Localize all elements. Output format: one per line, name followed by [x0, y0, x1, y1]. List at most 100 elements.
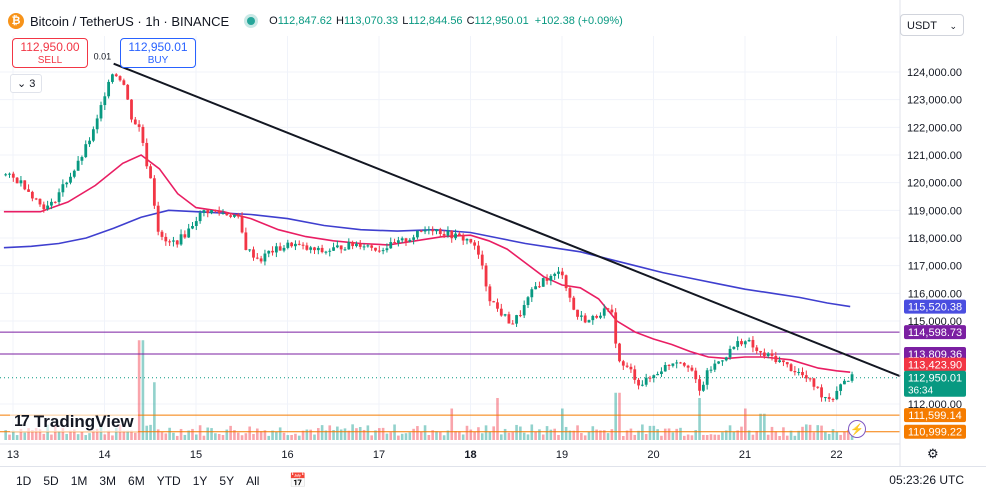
candle-body	[652, 375, 656, 378]
candle-body	[141, 126, 145, 143]
volume-bar	[385, 433, 389, 440]
currency-select[interactable]: USDT ⌄	[900, 14, 964, 36]
price-axis[interactable]: 124,000.00 123,000.00 122,000.00 121,000.00…	[899, 0, 962, 466]
candle-body	[46, 205, 50, 210]
timeframe-5y[interactable]: 5Y	[219, 473, 235, 488]
volume-bar	[755, 430, 759, 440]
candle-body	[614, 312, 618, 344]
volume-bar	[534, 431, 537, 440]
calendar-icon[interactable]: 📅	[289, 472, 307, 488]
sell-button[interactable]: 112,950.00 SELL	[12, 38, 88, 68]
candle-body	[778, 360, 782, 363]
x-tick-label: 14	[98, 449, 110, 461]
volume-bar	[65, 433, 68, 440]
timeframe-1m[interactable]: 1M	[70, 473, 88, 488]
candle-body	[564, 275, 568, 289]
candle-body	[11, 173, 15, 178]
volume-bar	[827, 433, 831, 440]
candle-body	[679, 362, 682, 364]
x-tick-label: 18	[464, 449, 476, 461]
volume-bar	[774, 431, 778, 440]
timeframe-1y[interactable]: 1Y	[192, 473, 208, 488]
candle-body	[313, 247, 316, 251]
candle-body	[19, 180, 23, 184]
price-tag	[904, 357, 966, 372]
timeframe-6m[interactable]: 6M	[128, 473, 145, 488]
volume-bar	[259, 431, 263, 440]
volume-bar	[400, 433, 404, 440]
candle-body	[671, 363, 675, 366]
price-tag	[904, 346, 966, 361]
candle-body	[53, 201, 57, 203]
symbol-title[interactable]: Bitcoin / TetherUS · 1h · BINANCE	[30, 13, 230, 29]
volume-bar	[763, 413, 766, 440]
volume-bar	[229, 425, 232, 440]
volume-bar	[561, 408, 564, 440]
timeframe-ytd[interactable]: YTD	[156, 473, 181, 488]
volume-bar	[362, 429, 366, 440]
volume-bar	[839, 434, 842, 440]
candle-body	[217, 211, 221, 213]
x-tick-label: 16	[281, 449, 293, 461]
candle-body	[198, 212, 202, 222]
lightning-icon[interactable]: ⚡	[848, 420, 866, 438]
time-axis[interactable]: 13 14 15 16 17 18 19 20 21 22	[0, 443, 900, 461]
volume-bar	[812, 432, 816, 440]
price-tag-label: 113,423.90	[908, 360, 962, 372]
volume-bar	[637, 430, 640, 440]
candle-body	[511, 323, 515, 325]
candle-body	[774, 355, 778, 363]
timeframe-all[interactable]: All	[246, 473, 260, 488]
candle-body	[610, 309, 614, 313]
volume-bar	[347, 430, 351, 440]
timeframe-1d[interactable]: 1D	[16, 473, 32, 488]
candle-body	[122, 80, 126, 85]
candle-body	[557, 271, 560, 274]
volume-bar	[538, 429, 541, 440]
candle-body	[339, 245, 343, 250]
timeframe-5d[interactable]: 5D	[43, 473, 59, 488]
candle-body	[179, 234, 183, 245]
clock[interactable]: 05:23:26 UTC	[889, 473, 964, 487]
volume-bar	[675, 428, 678, 440]
volume-bar	[770, 426, 774, 440]
candle-body	[515, 315, 518, 324]
volume-bar	[294, 433, 297, 440]
candle-body	[724, 357, 728, 361]
candle-body	[290, 242, 294, 247]
volume-bar	[690, 435, 694, 440]
indicators-toggle[interactable]: ⌄ 3	[10, 74, 43, 93]
volume-bar	[389, 432, 393, 440]
candle-body	[408, 239, 412, 242]
volume-bar	[370, 435, 373, 440]
candle-body	[233, 214, 236, 217]
x-tick-label: 22	[830, 449, 842, 461]
trendline[interactable]: 0.01	[94, 52, 901, 378]
ohlc-close: C112,950.01	[466, 15, 529, 27]
currency-label: USDT	[907, 20, 937, 32]
volume-bar	[183, 434, 187, 440]
candle-body	[782, 360, 785, 363]
candle-body	[549, 275, 553, 281]
tradingview-logo[interactable]: 17 TradingView	[10, 412, 138, 432]
candle-body	[187, 228, 191, 238]
timeframe-3m[interactable]: 3M	[99, 473, 117, 488]
gear-icon[interactable]: ⚙	[927, 446, 939, 461]
buy-button[interactable]: 112,950.01 BUY	[120, 38, 196, 68]
candle-body	[823, 397, 827, 399]
candle-body	[827, 397, 831, 400]
volume-bar	[496, 398, 499, 440]
candle-body	[553, 273, 557, 276]
volume-bar	[31, 430, 34, 440]
volume-bar	[610, 429, 614, 440]
volume-bar	[103, 434, 107, 440]
candle-body	[526, 297, 530, 306]
price-chart[interactable]: 0.01 124,000.00 123,000.00 122,000.00 121,0…	[0, 0, 986, 466]
candle-body	[431, 229, 435, 232]
candle-body	[541, 278, 545, 287]
volume-bar	[724, 430, 728, 440]
candle-body	[370, 245, 374, 248]
volume-bar	[313, 434, 316, 440]
volume-bar	[290, 435, 293, 440]
candle-body	[644, 377, 648, 385]
